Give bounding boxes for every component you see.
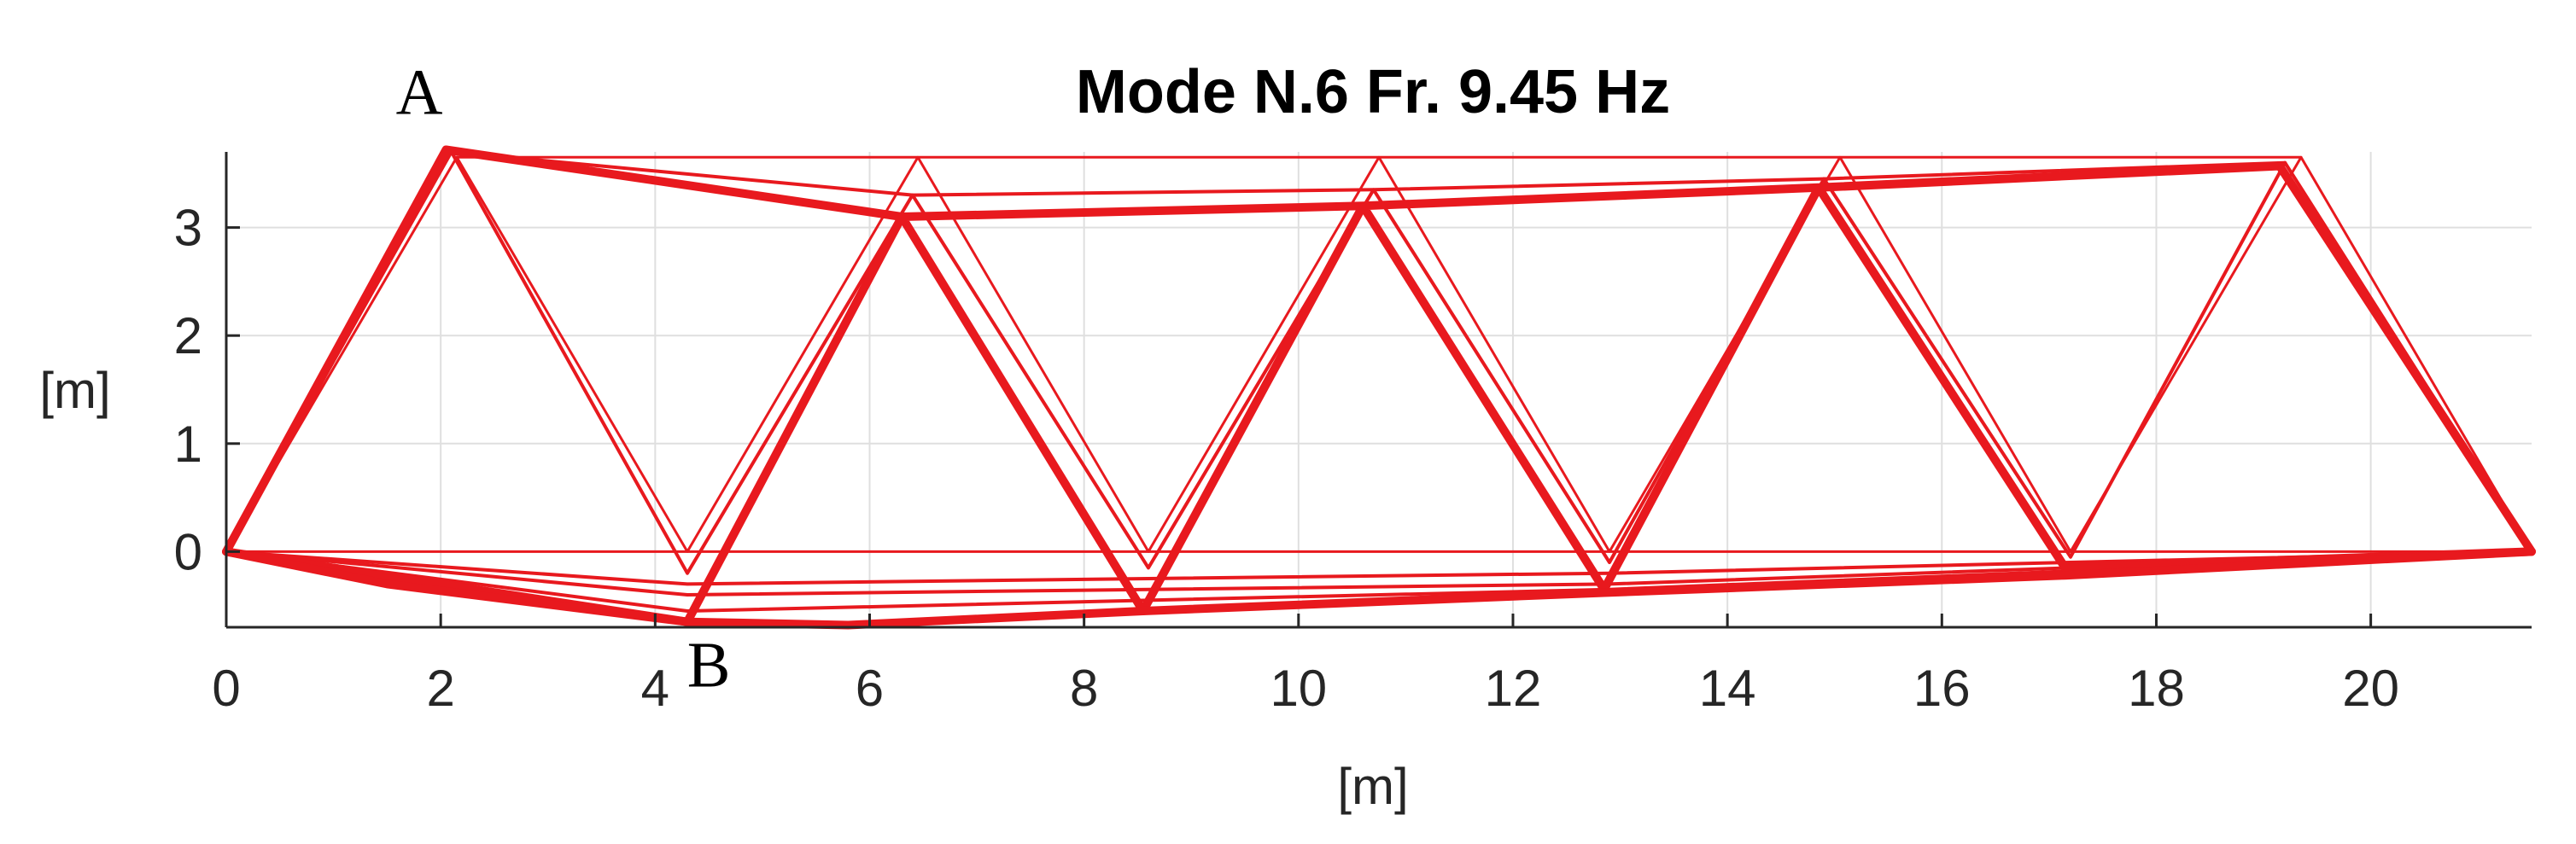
series-deformed-thin-segment <box>225 150 2533 575</box>
series-deformed-thin-segment <box>225 550 2533 586</box>
series-deformed-segment <box>222 547 2536 630</box>
x-tick-label: 10 <box>1270 660 1327 717</box>
chart-title: Mode N.6 Fr. 9.45 Hz <box>1076 58 1670 126</box>
x-tick-label: 6 <box>856 660 884 717</box>
y-tick-label: 3 <box>174 200 202 257</box>
series-undeformed-segment <box>225 155 2533 553</box>
x-tick-label: 4 <box>641 660 669 717</box>
x-tick-label: 0 <box>212 660 240 717</box>
annotation-label: A <box>396 57 443 129</box>
series-deformed-segment <box>222 145 2536 626</box>
y-tick-label: 0 <box>174 523 202 580</box>
x-tick-label: 2 <box>426 660 454 717</box>
y-tick-label: 2 <box>174 307 202 364</box>
x-tick-label: 12 <box>1485 660 1542 717</box>
x-tick-label: 14 <box>1699 660 1756 717</box>
x-axis-label: [m] <box>1337 758 1408 815</box>
x-tick-label: 18 <box>2128 660 2185 717</box>
annotations: AB <box>396 57 731 701</box>
series-deformed-thin-segment <box>449 150 2287 197</box>
x-tick-label: 20 <box>2342 660 2399 717</box>
annotation-label: B <box>687 630 731 701</box>
y-axis-label: [m] <box>39 362 110 419</box>
y-tick-label: 1 <box>174 416 202 473</box>
x-tick-label: 8 <box>1070 660 1098 717</box>
grid <box>225 152 2532 627</box>
truss-series <box>222 145 2536 630</box>
x-tick-label: 16 <box>1913 660 1971 717</box>
